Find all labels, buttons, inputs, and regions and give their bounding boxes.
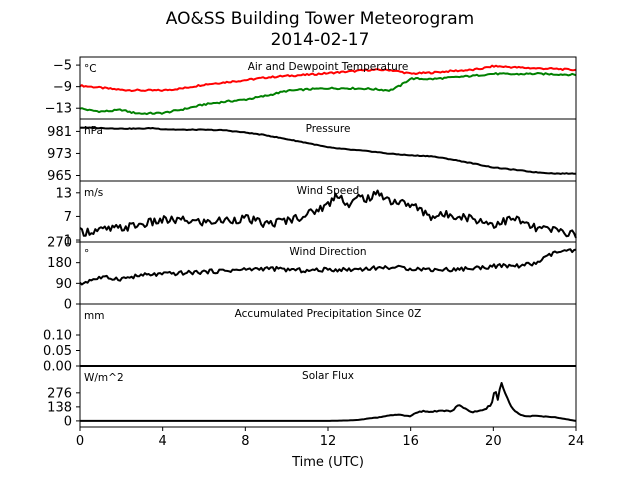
ytick-label-1-2: 965	[47, 169, 72, 184]
figure-date: 2014-02-17	[271, 30, 370, 50]
panel-title-4: Accumulated Precipitation Since 0Z	[235, 308, 422, 320]
ytick-label-2-0: 13	[55, 186, 72, 201]
x-axis-label: Time (UTC)	[291, 455, 364, 470]
ytick-label-4-2: 0.00	[43, 360, 72, 375]
panel-unit-2: m/s	[84, 187, 103, 199]
xtick-label-1: 4	[159, 434, 167, 449]
panel-0: −5 −9 −13 °C Air and Dewpoint Temperature	[45, 56, 577, 120]
ytick-label-4-0: 0.10	[43, 329, 72, 344]
ytick-label-1-0: 981	[47, 125, 72, 140]
panel-title-0: Air and Dewpoint Temperature	[248, 61, 409, 73]
ytick-label-0-0: −5	[53, 59, 72, 74]
panel-title-2: Wind Speed	[297, 185, 360, 197]
panel-2: 13 7 1 m/s Wind Speed	[55, 180, 577, 249]
xtick-label-6: 24	[568, 434, 585, 449]
panel-title-3: Wind Direction	[289, 246, 366, 258]
x-axis: 0 4 8 12 16 20 24	[76, 427, 584, 449]
panel-unit-5: W/m^2	[84, 372, 124, 384]
ytick-label-2-1: 7	[64, 210, 72, 225]
ytick-label-3-1: 180	[47, 256, 72, 271]
xtick-label-4: 16	[402, 434, 419, 449]
xtick-label-5: 20	[485, 434, 502, 449]
ytick-label-2-2: 1	[64, 234, 72, 249]
ytick-label-3-0: 270	[47, 236, 72, 251]
xtick-label-3: 12	[320, 434, 337, 449]
panel-3: 270 180 90 0 ° Wind Direction	[47, 236, 577, 313]
ytick-label-0-1: −9	[53, 80, 72, 95]
ytick-label-5-1: 138	[47, 400, 72, 415]
panel-unit-3: °	[84, 248, 89, 260]
ytick-label-0-2: −13	[45, 102, 72, 117]
series-line-3-0	[79, 248, 577, 286]
ytick-label-4-1: 0.05	[43, 344, 72, 359]
series-line-5-0	[80, 382, 577, 422]
panel-unit-1: hPa	[84, 125, 103, 137]
series-line-0-0	[79, 64, 577, 92]
series-line-2-0	[79, 189, 577, 239]
series-line-0-1	[79, 72, 577, 116]
panel-4: 0.100.050.00 mm Accumulated Precipitation …	[43, 303, 577, 375]
panel-title-1: Pressure	[306, 123, 351, 135]
xtick-label-0: 0	[76, 434, 84, 449]
ytick-label-3-3: 0	[64, 298, 72, 313]
panel-unit-0: °C	[84, 63, 97, 75]
panel-1: 981 973 965 hPa Pressure	[47, 118, 577, 184]
ytick-label-5-2: 0	[64, 414, 72, 429]
ytick-label-5-0: 276	[47, 386, 72, 401]
ytick-label-3-2: 90	[55, 277, 72, 292]
series-line-1-0	[79, 126, 577, 175]
panels-group: −5 −9 −13 °C Air and Dewpoint Temperature 981…	[43, 56, 577, 429]
ytick-label-1-1: 973	[47, 147, 72, 162]
figure-title: AO&SS Building Tower Meteorogram	[166, 9, 474, 29]
xtick-label-2: 8	[241, 434, 249, 449]
panel-unit-4: mm	[84, 310, 104, 322]
panel-title-5: Solar Flux	[302, 370, 354, 382]
